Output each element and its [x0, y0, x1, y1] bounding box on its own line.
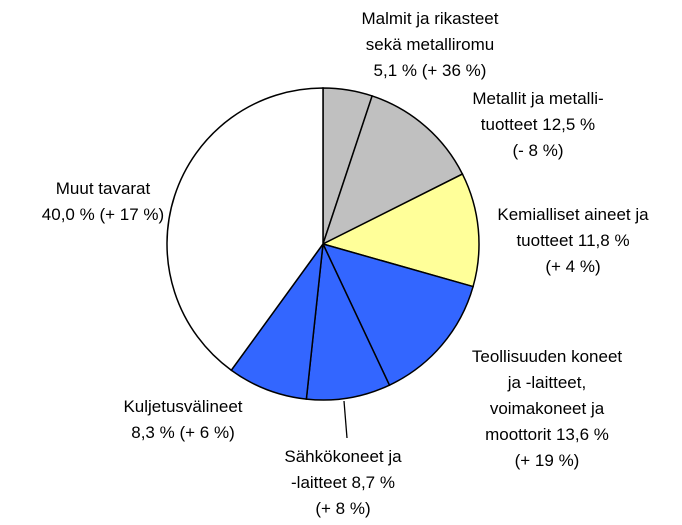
slice-label: Kemialliset aineet ja tuotteet 11,8 % (+ 4…: [497, 205, 649, 276]
label-line: moottorit 13,6 %: [485, 425, 609, 444]
label-line: ja -laitteet,: [507, 373, 586, 392]
label-line: -laitteet 8,7 %: [291, 473, 395, 492]
slice-label: Sähkökoneet ja -laitteet 8,7 % (+ 8 %): [284, 447, 402, 518]
label-line: (+ 4 %): [545, 257, 600, 276]
change-label: (+ 4 %): [545, 257, 600, 276]
category-name: tuotteet: [516, 231, 573, 250]
slice-label: Teollisuuden koneet ja -laitteet, voimakon…: [472, 347, 623, 470]
value-label: 8,7 %: [352, 473, 395, 492]
label-line: Muut tavarat: [56, 179, 151, 198]
category-name: voimakoneet ja: [490, 399, 605, 418]
label-line: (+ 19 %): [515, 451, 580, 470]
label-line: sekä metalliromu: [366, 35, 495, 54]
label-line: Kemialliset aineet ja: [497, 205, 649, 224]
label-line: tuotteet 12,5 %: [481, 115, 595, 134]
category-name: Kuljetusvälineet: [123, 397, 242, 416]
label-line: Kuljetusvälineet: [123, 397, 242, 416]
label-line: 40,0 % (+ 17 %): [42, 205, 164, 224]
value-label: 40,0 %: [42, 205, 95, 224]
pie-slice: [320, 173, 480, 288]
label-line: Metallit ja metalli-: [472, 89, 603, 108]
category-name: ja -laitteet,: [507, 373, 586, 392]
category-name: Sähkökoneet ja: [284, 447, 402, 466]
slice-label: Metallit ja metalli-tuotteet 12,5 % (- 8 …: [472, 89, 603, 160]
pie-slice: [305, 241, 391, 401]
category-name: tuotteet: [481, 115, 538, 134]
change-label: (+ 6 %): [179, 423, 234, 442]
category-name: Kemialliset aineet ja: [497, 205, 649, 224]
category-name: Muut tavarat: [56, 179, 151, 198]
change-label: (+ 19 %): [515, 451, 580, 470]
label-line: (- 8 %): [513, 141, 564, 160]
change-label: (+ 17 %): [99, 205, 164, 224]
value-label: 8,3 %: [131, 423, 174, 442]
category-name: Metallit ja metalli-: [472, 89, 603, 108]
pie-slice: [321, 94, 464, 246]
value-label: 13,6 %: [556, 425, 609, 444]
value-label: 11,8 %: [578, 231, 630, 250]
slice-label: Muut tavarat 40,0 % (+ 17 %): [42, 179, 164, 224]
value-label: 5,1 %: [374, 61, 417, 80]
pie-slice: [166, 87, 324, 372]
label-line: Malmit ja rikasteet: [362, 9, 499, 28]
category-name: moottorit: [485, 425, 551, 444]
change-label: (+ 36 %): [422, 61, 487, 80]
category-name: Malmit ja rikasteet: [362, 9, 499, 28]
pie-slice: [321, 242, 475, 387]
slice-label: Malmit ja rikasteet sekä metalliromu 5,1 %…: [362, 9, 499, 80]
label-line: voimakoneet ja: [490, 399, 605, 418]
label-line: 5,1 % (+ 36 %): [374, 61, 487, 80]
label-line: 8,3 % (+ 6 %): [131, 423, 235, 442]
label-line: Sähkökoneet ja: [284, 447, 402, 466]
category-name: Teollisuuden koneet: [472, 347, 623, 366]
slice-label: Kuljetusvälineet 8,3 % (+ 6 %): [123, 397, 242, 442]
value-label: 12,5 %: [542, 115, 595, 134]
label-line: tuotteet 11,8 %: [516, 231, 629, 250]
leader-line: [343, 400, 348, 439]
change-label: (- 8 %): [513, 141, 564, 160]
label-line: Teollisuuden koneet: [472, 347, 623, 366]
category-name: sekä metalliromu: [366, 35, 495, 54]
category-name: -laitteet: [291, 473, 347, 492]
label-line: (+ 8 %): [315, 499, 370, 518]
change-label: (+ 8 %): [315, 499, 370, 518]
